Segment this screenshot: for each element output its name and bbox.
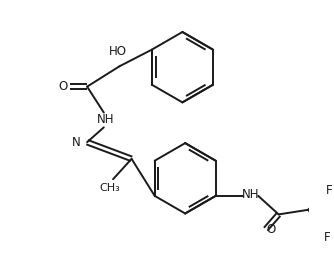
Text: NH: NH <box>242 187 260 201</box>
Text: N: N <box>71 136 80 149</box>
Text: F: F <box>326 184 333 197</box>
Text: NH: NH <box>97 114 114 126</box>
Text: O: O <box>267 223 276 236</box>
Text: HO: HO <box>109 45 127 58</box>
Text: F: F <box>323 231 330 244</box>
Text: F: F <box>333 205 334 218</box>
Text: O: O <box>58 80 68 93</box>
Text: CH₃: CH₃ <box>99 183 120 194</box>
